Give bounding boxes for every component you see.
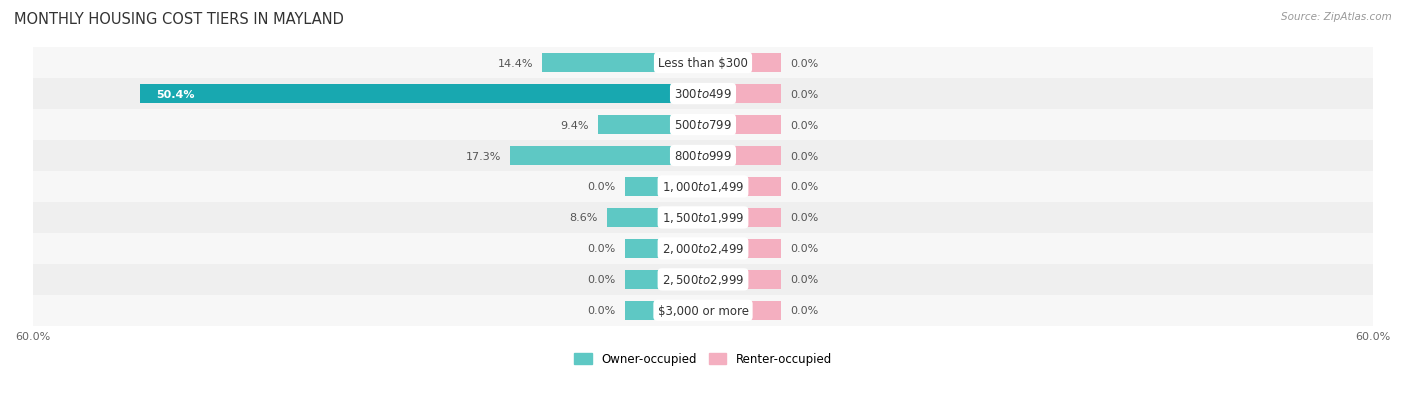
- Text: 8.6%: 8.6%: [569, 213, 598, 223]
- Text: 50.4%: 50.4%: [156, 89, 195, 100]
- Text: $2,000 to $2,499: $2,000 to $2,499: [662, 242, 744, 256]
- Text: $800 to $999: $800 to $999: [673, 150, 733, 163]
- Text: 0.0%: 0.0%: [588, 275, 616, 285]
- Text: 0.0%: 0.0%: [790, 120, 818, 130]
- Text: 0.0%: 0.0%: [790, 89, 818, 100]
- Bar: [32, 110, 1374, 141]
- Bar: [703, 301, 782, 320]
- Legend: Owner-occupied, Renter-occupied: Owner-occupied, Renter-occupied: [569, 348, 837, 370]
- Bar: [32, 264, 1374, 295]
- Bar: [32, 141, 1374, 171]
- Text: 17.3%: 17.3%: [465, 151, 501, 161]
- Bar: [703, 116, 782, 135]
- Text: 0.0%: 0.0%: [588, 182, 616, 192]
- Bar: [624, 270, 703, 289]
- Text: 14.4%: 14.4%: [498, 59, 533, 69]
- Text: 0.0%: 0.0%: [790, 275, 818, 285]
- Bar: [139, 85, 703, 104]
- Bar: [607, 208, 703, 228]
- Text: $3,000 or more: $3,000 or more: [658, 304, 748, 317]
- Text: 0.0%: 0.0%: [588, 244, 616, 254]
- Bar: [32, 233, 1374, 264]
- Text: 0.0%: 0.0%: [588, 306, 616, 316]
- Text: 0.0%: 0.0%: [790, 213, 818, 223]
- Text: MONTHLY HOUSING COST TIERS IN MAYLAND: MONTHLY HOUSING COST TIERS IN MAYLAND: [14, 12, 344, 27]
- Bar: [32, 295, 1374, 326]
- Bar: [598, 116, 703, 135]
- Bar: [510, 147, 703, 166]
- Text: 0.0%: 0.0%: [790, 59, 818, 69]
- Text: Less than $300: Less than $300: [658, 57, 748, 70]
- Bar: [703, 85, 782, 104]
- Text: 0.0%: 0.0%: [790, 182, 818, 192]
- Text: 0.0%: 0.0%: [790, 151, 818, 161]
- Bar: [32, 79, 1374, 110]
- Text: 0.0%: 0.0%: [790, 244, 818, 254]
- Text: $300 to $499: $300 to $499: [673, 88, 733, 101]
- Bar: [32, 171, 1374, 202]
- Text: $1,000 to $1,499: $1,000 to $1,499: [662, 180, 744, 194]
- Bar: [624, 301, 703, 320]
- Bar: [703, 270, 782, 289]
- Text: 0.0%: 0.0%: [790, 306, 818, 316]
- Bar: [703, 208, 782, 228]
- Text: Source: ZipAtlas.com: Source: ZipAtlas.com: [1281, 12, 1392, 22]
- Bar: [703, 178, 782, 197]
- Text: 9.4%: 9.4%: [561, 120, 589, 130]
- Bar: [703, 54, 782, 73]
- Text: $500 to $799: $500 to $799: [673, 119, 733, 132]
- Bar: [624, 239, 703, 259]
- Text: $2,500 to $2,999: $2,500 to $2,999: [662, 273, 744, 287]
- Bar: [32, 48, 1374, 79]
- Bar: [703, 147, 782, 166]
- Bar: [624, 178, 703, 197]
- Bar: [703, 239, 782, 259]
- Bar: [32, 202, 1374, 233]
- Text: $1,500 to $1,999: $1,500 to $1,999: [662, 211, 744, 225]
- Bar: [543, 54, 703, 73]
